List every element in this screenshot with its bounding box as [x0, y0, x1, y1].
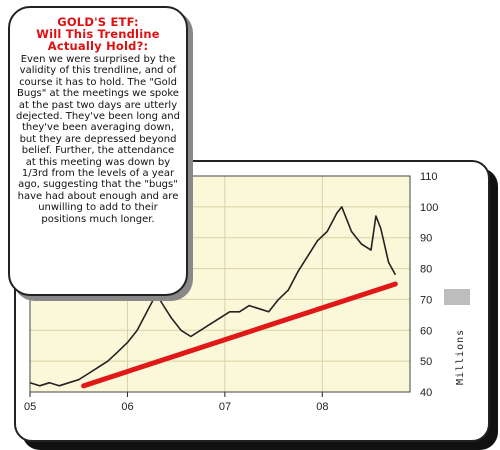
- x-tick-label: 06: [121, 401, 133, 413]
- volume-marker: [444, 289, 470, 305]
- y-tick-label: 90: [420, 233, 432, 245]
- y-tick-label: 80: [420, 264, 432, 276]
- x-tick-label: 08: [316, 401, 328, 413]
- trendline: [81, 281, 398, 389]
- y-tick-label: 60: [420, 325, 432, 337]
- callout-title: GOLD'S ETF: Will This Trendline Actually…: [36, 15, 160, 53]
- price-line: [29, 206, 397, 387]
- callout-body: Even we were surprised by the validity o…: [16, 54, 180, 225]
- y-tick-label: 70: [420, 294, 432, 306]
- y-tick-label: 100: [420, 202, 438, 214]
- x-tick-label: 07: [219, 401, 231, 413]
- y-tick-label: 40: [420, 387, 432, 399]
- x-tick-label: 05: [24, 401, 36, 413]
- commentary-callout: GOLD'S ETF: Will This Trendline Actually…: [8, 6, 188, 296]
- right-axis-label: Millions: [455, 329, 466, 385]
- y-tick-label: 110: [420, 171, 438, 183]
- y-tick-label: 50: [420, 356, 432, 368]
